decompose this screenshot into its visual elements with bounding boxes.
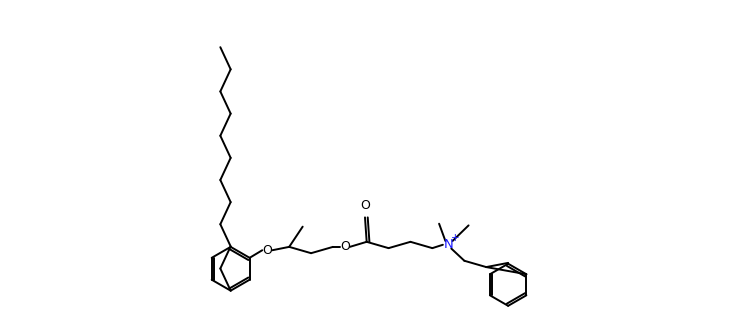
Text: N: N — [443, 238, 453, 251]
Text: +: + — [451, 233, 459, 243]
Text: O: O — [262, 244, 272, 257]
Text: O: O — [340, 240, 350, 253]
Text: O: O — [360, 198, 370, 212]
